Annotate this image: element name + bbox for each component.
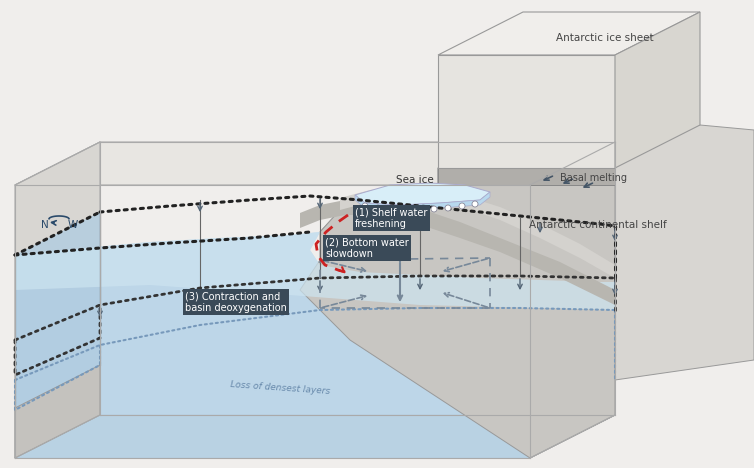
- Text: Basal melting: Basal melting: [560, 173, 627, 183]
- Text: W: W: [68, 220, 78, 230]
- Polygon shape: [15, 232, 615, 458]
- Circle shape: [403, 207, 409, 213]
- Polygon shape: [438, 12, 700, 55]
- Text: (1) Shelf water
freshening: (1) Shelf water freshening: [355, 207, 428, 229]
- Text: Antarctic continental shelf: Antarctic continental shelf: [529, 220, 667, 230]
- Polygon shape: [15, 232, 615, 310]
- Polygon shape: [355, 192, 490, 210]
- Circle shape: [445, 205, 451, 211]
- Polygon shape: [355, 183, 490, 205]
- Polygon shape: [300, 168, 615, 458]
- Polygon shape: [15, 365, 100, 458]
- Polygon shape: [15, 212, 100, 408]
- Circle shape: [459, 203, 465, 209]
- Polygon shape: [530, 142, 615, 458]
- Circle shape: [417, 206, 423, 212]
- Text: N: N: [41, 220, 49, 230]
- Circle shape: [375, 205, 381, 211]
- Text: Sea ice: Sea ice: [396, 175, 434, 185]
- Circle shape: [472, 201, 478, 207]
- Circle shape: [431, 206, 437, 212]
- Polygon shape: [615, 12, 700, 168]
- Text: (2) Bottom water
slowdown: (2) Bottom water slowdown: [325, 237, 409, 259]
- Text: (3) Contraction and
basin deoxygenation: (3) Contraction and basin deoxygenation: [185, 291, 287, 313]
- Polygon shape: [15, 142, 100, 458]
- Polygon shape: [340, 186, 615, 278]
- Polygon shape: [15, 142, 615, 185]
- Polygon shape: [15, 415, 615, 458]
- Circle shape: [362, 203, 368, 209]
- Text: Antarctic ice sheet: Antarctic ice sheet: [556, 33, 654, 43]
- Circle shape: [389, 206, 395, 212]
- Polygon shape: [438, 168, 615, 185]
- Polygon shape: [438, 55, 615, 168]
- Polygon shape: [300, 200, 615, 305]
- Polygon shape: [320, 125, 754, 380]
- Text: Brine rejection: Brine rejection: [356, 207, 428, 217]
- Text: Loss of densest layers: Loss of densest layers: [230, 380, 330, 396]
